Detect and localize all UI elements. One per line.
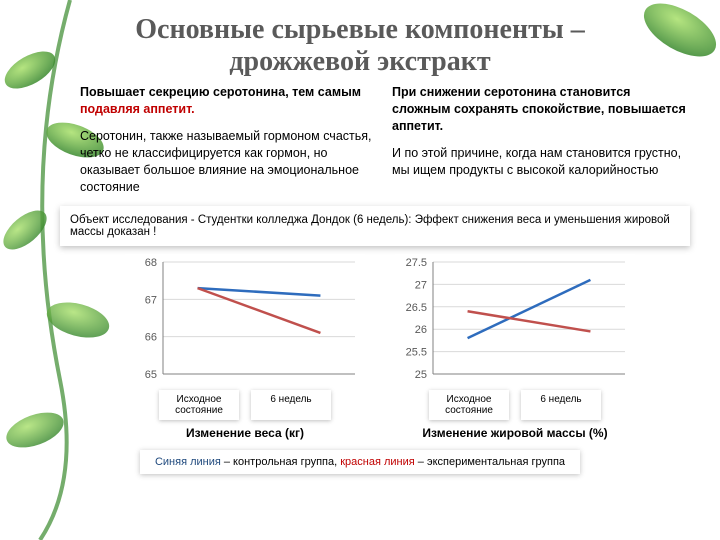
legend-mid1: – контрольная группа, <box>221 456 340 468</box>
right-para1-bold: При снижении серотонина становится сложн… <box>392 85 686 133</box>
xlabel-6week-2: 6 недель <box>521 390 601 420</box>
title-line-1: Основные сырьевые компоненты – <box>135 14 584 45</box>
charts-row: 65 66 67 68 Исходное состояние 6 недель Изм… <box>0 246 720 440</box>
legend-blue: Синяя линия <box>155 456 221 468</box>
xlabel-baseline: Исходное состояние <box>159 390 239 420</box>
right-column: При снижении серотонина становится сложн… <box>392 84 690 195</box>
svg-text:68: 68 <box>145 257 157 269</box>
fat-chart-svg: 25 25.5 26 26.5 27 27.5 <box>395 254 635 384</box>
svg-text:26.5: 26.5 <box>406 301 427 313</box>
weight-chart-svg: 65 66 67 68 <box>125 254 365 384</box>
study-bar-text: Объект исследования - Студентки колледжа… <box>70 214 670 238</box>
left-para-2: Серотонин, также называемый гормоном сча… <box>80 128 378 196</box>
left-column: Повышает секрецию серотонина, тем самым … <box>80 84 378 195</box>
text-columns: Повышает секрецию серотонина, тем самым … <box>0 78 720 195</box>
svg-text:25: 25 <box>415 369 427 381</box>
fat-chart-title: Изменение жировой массы (%) <box>395 426 635 440</box>
xlabel-baseline-2: Исходное состояние <box>429 390 509 420</box>
weight-chart-xlabels: Исходное состояние 6 недель <box>125 390 365 420</box>
svg-text:67: 67 <box>145 294 157 306</box>
svg-text:27.5: 27.5 <box>406 257 427 269</box>
study-description-bar: Объект исследования - Студентки колледжа… <box>60 206 690 246</box>
weight-chart: 65 66 67 68 Исходное состояние 6 недель Изм… <box>125 254 365 440</box>
left-para-1: Повышает секрецию серотонина, тем самым … <box>80 84 378 118</box>
legend-red: красная линия <box>340 456 415 468</box>
fat-chart-xlabels: Исходное состояние 6 недель <box>395 390 635 420</box>
fat-chart: 25 25.5 26 26.5 27 27.5 Исходное состояние 6 … <box>395 254 635 440</box>
page-title: Основные сырьевые компоненты – дрожжевой… <box>0 0 720 78</box>
legend-mid2: – экспериментальная группа <box>415 456 565 468</box>
left-para1-bold: Повышает секрецию серотонина, тем самым <box>80 85 361 99</box>
svg-text:26: 26 <box>415 324 427 336</box>
svg-text:25.5: 25.5 <box>406 346 427 358</box>
svg-text:66: 66 <box>145 331 157 343</box>
xlabel-6week: 6 недель <box>251 390 331 420</box>
title-line-2: дрожжевой экстракт <box>229 46 490 77</box>
svg-text:27: 27 <box>415 279 427 291</box>
right-para-1: При снижении серотонина становится сложн… <box>392 84 690 135</box>
legend-bar: Синяя линия – контрольная группа, красна… <box>140 450 580 474</box>
svg-text:65: 65 <box>145 369 157 381</box>
left-para1-red: подавляя аппетит. <box>80 102 195 116</box>
weight-chart-title: Изменение веса (кг) <box>125 426 365 440</box>
right-para-2: И по этой причине, когда нам становится … <box>392 145 690 179</box>
